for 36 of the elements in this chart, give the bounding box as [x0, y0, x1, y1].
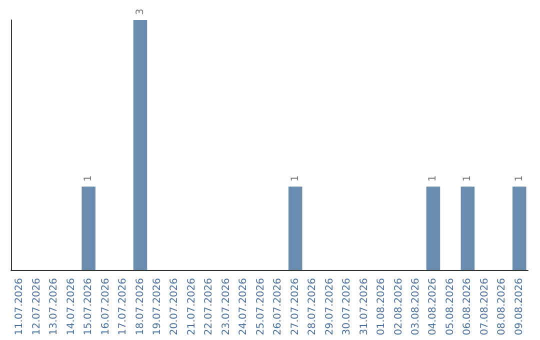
x-tick-label: 14.07.2026: [66, 278, 77, 336]
x-tick-label: 26.07.2026: [272, 278, 284, 336]
x-tick-label: 08.08.2026: [496, 278, 508, 336]
x-tick-label: 03.08.2026: [410, 278, 422, 336]
data-label: 1: [514, 175, 525, 182]
x-tick-label: 20.07.2026: [169, 278, 180, 336]
data-label: 1: [428, 175, 439, 182]
x-tick-label: 02.08.2026: [393, 278, 404, 336]
x-tick-label: 22.07.2026: [204, 278, 215, 336]
x-tick-label: 04.08.2026: [428, 278, 439, 336]
x-tick-label: 11.07.2026: [14, 278, 26, 336]
x-tick-label: 23.07.2026: [220, 278, 232, 336]
x-tick-label: 01.08.2026: [376, 278, 388, 336]
x-tick-label: 28.07.2026: [307, 278, 318, 336]
x-tick-label: 31.07.2026: [358, 278, 370, 336]
x-tick-label: 12.07.2026: [31, 278, 42, 336]
x-tick-label: 05.08.2026: [444, 278, 456, 336]
data-label: 1: [83, 175, 94, 182]
x-tick-label: 19.07.2026: [152, 278, 163, 336]
x-tick-label: 07.08.2026: [479, 278, 490, 336]
x-tick-label: 25.07.2026: [255, 278, 266, 336]
data-label: 1: [462, 175, 474, 182]
x-tick-label: 13.07.2026: [48, 278, 60, 336]
x-tick-label: 27.07.2026: [290, 278, 301, 336]
data-label: 3: [134, 8, 146, 15]
x-tick-label: 18.07.2026: [134, 278, 146, 336]
x-tick-label: 21.07.2026: [186, 278, 198, 336]
x-tick-label: 16.07.2026: [100, 278, 112, 336]
x-tick-label: 30.07.2026: [342, 278, 353, 336]
x-tick-label: 24.07.2026: [238, 278, 250, 336]
x-tick-label: 09.08.2026: [514, 278, 525, 336]
x-tick-label: 17.07.2026: [118, 278, 129, 336]
data-label: 1: [290, 175, 301, 182]
x-tick-label: 15.07.2026: [83, 278, 94, 336]
x-tick-label: 29.07.2026: [324, 278, 336, 336]
x-tick-label: 06.08.2026: [462, 278, 474, 336]
